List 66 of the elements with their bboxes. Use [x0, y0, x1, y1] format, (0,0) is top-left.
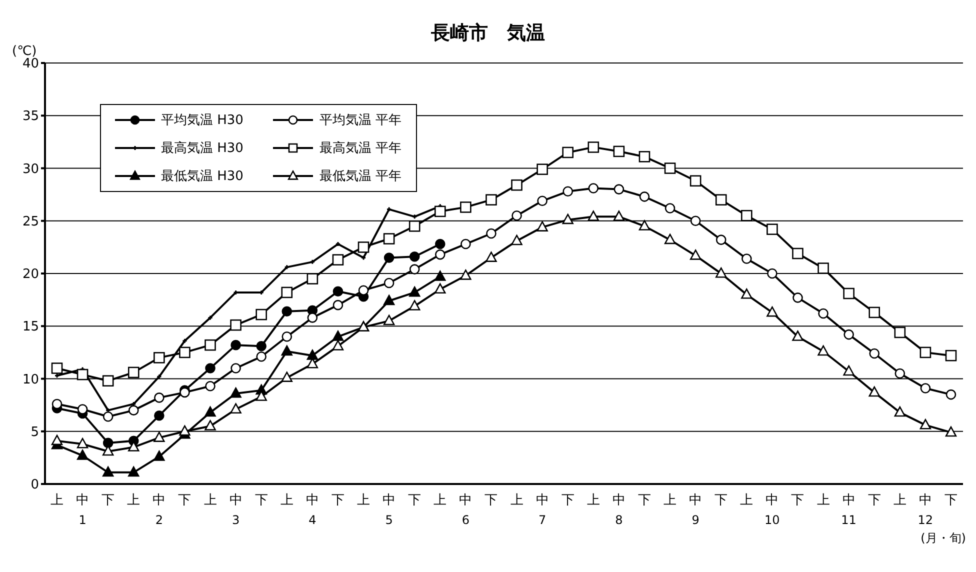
x-tick-label: 上 — [740, 493, 754, 508]
x-tick-label: 中 — [459, 493, 472, 508]
text: 4 — [308, 513, 316, 527]
y-tick-label: 5 — [30, 424, 39, 440]
x-tick-label: 下 — [714, 493, 728, 508]
x-tick-label: 下 — [944, 493, 958, 508]
legend-label: 最低気温 H30 — [161, 168, 244, 185]
text: 6 — [462, 513, 470, 527]
legend-label: 最低気温 平年 — [319, 168, 402, 185]
text: 7 — [538, 513, 546, 527]
x-tick-label: 上 — [50, 493, 64, 508]
x-tick-label: 上 — [664, 493, 677, 508]
x-tick-label: 中 — [76, 493, 90, 508]
x-tick-label: 中 — [766, 493, 779, 508]
x-tick-label: 下 — [868, 493, 881, 508]
x-tick-label: 下 — [102, 493, 115, 508]
y-tick-label: 20 — [22, 267, 39, 282]
text: 10 — [764, 513, 780, 527]
text: 3 — [232, 513, 240, 527]
y-tick-label: 0 — [30, 478, 39, 493]
x-tick-label: 上 — [204, 493, 217, 508]
x-tick-label: 中 — [612, 493, 626, 508]
x-tick-label: 上 — [586, 493, 600, 508]
text: 2 — [155, 513, 163, 527]
x-tick-label: 中 — [382, 493, 396, 508]
x-tick-label: 上 — [127, 493, 140, 508]
text: 9 — [692, 513, 700, 527]
x-tick-label: 中 — [536, 493, 549, 508]
legend-label: 平均気温 平年 — [319, 112, 402, 129]
x-tick-label: 中 — [689, 493, 702, 508]
y-tick-label: 10 — [22, 372, 39, 388]
x-tick-label: 下 — [638, 493, 651, 508]
x-tick-label: 上 — [510, 493, 524, 508]
y-axis-title: (℃) — [12, 44, 37, 59]
legend-label: 最高気温 H30 — [161, 140, 244, 157]
x-tick-label: 中 — [918, 493, 932, 508]
x-tick-label: 中 — [306, 493, 319, 508]
text: 12 — [918, 513, 934, 527]
x-tick-label: 中 — [229, 493, 242, 508]
text: 8 — [615, 513, 623, 527]
y-tick-label: 35 — [22, 109, 39, 124]
y-tick-label: 25 — [22, 214, 39, 230]
x-tick-label: 下 — [254, 493, 268, 508]
x-tick-label: 上 — [816, 493, 830, 508]
x-tick-label: 下 — [331, 493, 344, 508]
chart-title: 長崎市 気温 — [431, 22, 545, 44]
x-axis-title: (月・旬) — [920, 530, 966, 547]
legend-label: 最高気温 平年 — [319, 140, 402, 157]
x-tick-label: 中 — [842, 493, 856, 508]
x-tick-label: 上 — [893, 493, 906, 508]
x-tick-label: 下 — [178, 493, 192, 508]
y-tick-label: 40 — [22, 56, 39, 72]
x-tick-label: 下 — [791, 493, 804, 508]
x-tick-label: 中 — [152, 493, 166, 508]
x-tick-label: 下 — [561, 493, 574, 508]
x-tick-label: 上 — [357, 493, 370, 508]
x-tick-label: 上 — [280, 493, 294, 508]
x-tick-label: 上 — [434, 493, 447, 508]
text: 5 — [385, 513, 393, 527]
y-tick-label: 15 — [22, 320, 39, 335]
legend-label: 平均気温 H30 — [161, 112, 244, 129]
text: 11 — [841, 513, 856, 527]
x-tick-label: 下 — [484, 493, 498, 508]
y-tick-label: 30 — [22, 162, 39, 177]
text: 1 — [78, 513, 86, 527]
x-tick-label: 下 — [408, 493, 422, 508]
